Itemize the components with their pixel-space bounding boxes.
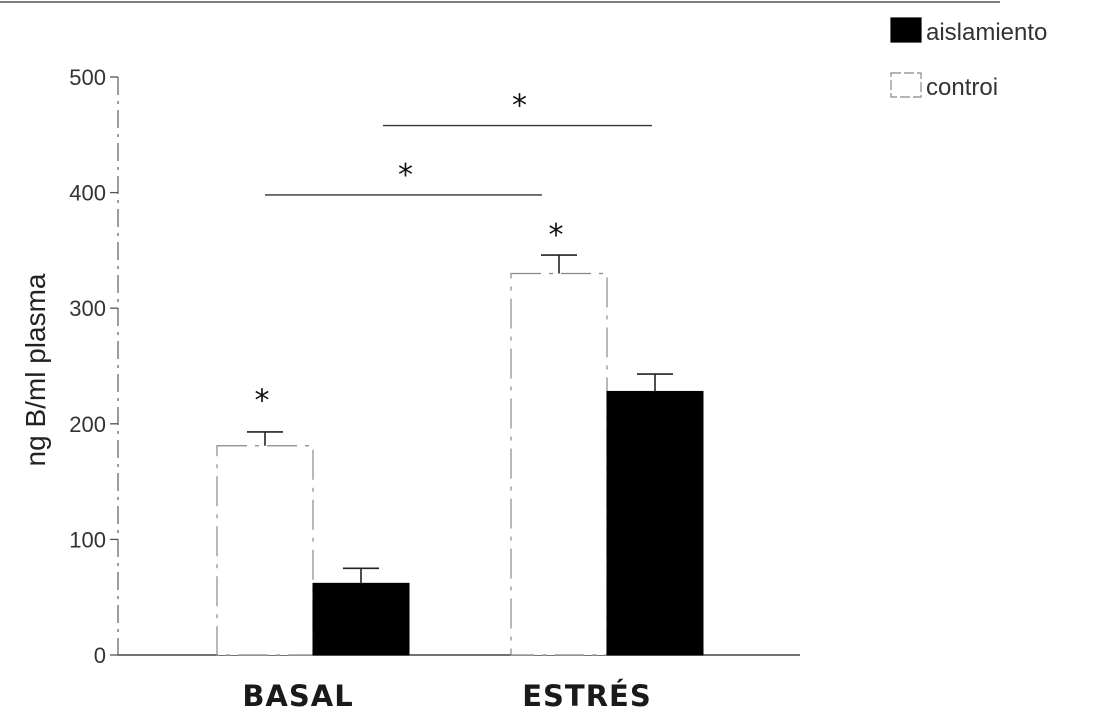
bar-aislamiento-0 — [312, 582, 410, 656]
legend-swatch — [890, 17, 922, 43]
legend-label: aislamiento — [926, 19, 1047, 46]
bar-star: * — [549, 218, 564, 253]
significance-star: * — [512, 89, 527, 124]
bar-star: * — [255, 383, 270, 418]
y-tick-label: 100 — [69, 527, 106, 552]
x-category-labels: BASAL ESTRÉS — [242, 679, 652, 713]
bar-aislamiento-1 — [606, 390, 704, 656]
bar-control-0 — [216, 445, 314, 656]
significance-brackets: ** — [265, 89, 652, 196]
y-tick-label: 400 — [69, 181, 106, 206]
y-axis-label: ng B/ml plasma — [20, 273, 51, 466]
legend-swatch — [890, 72, 922, 98]
legend: aislamiento controi — [890, 17, 1047, 101]
y-tick-label: 300 — [69, 296, 106, 321]
y-tick-label: 500 — [69, 65, 106, 90]
y-tick-label: 200 — [69, 412, 106, 437]
significance-star: * — [398, 158, 413, 193]
y-ticks: 0 100 200 300 400 500 — [69, 65, 118, 668]
legend-label: controi — [926, 74, 998, 101]
bars — [216, 272, 704, 656]
x-category-label: BASAL — [242, 679, 353, 713]
significance-stars: ** — [255, 218, 564, 418]
x-category-label: ESTRÉS — [522, 679, 652, 713]
bar-control-1 — [510, 272, 608, 656]
y-tick-label: 0 — [94, 643, 106, 668]
error-bars — [247, 254, 673, 584]
